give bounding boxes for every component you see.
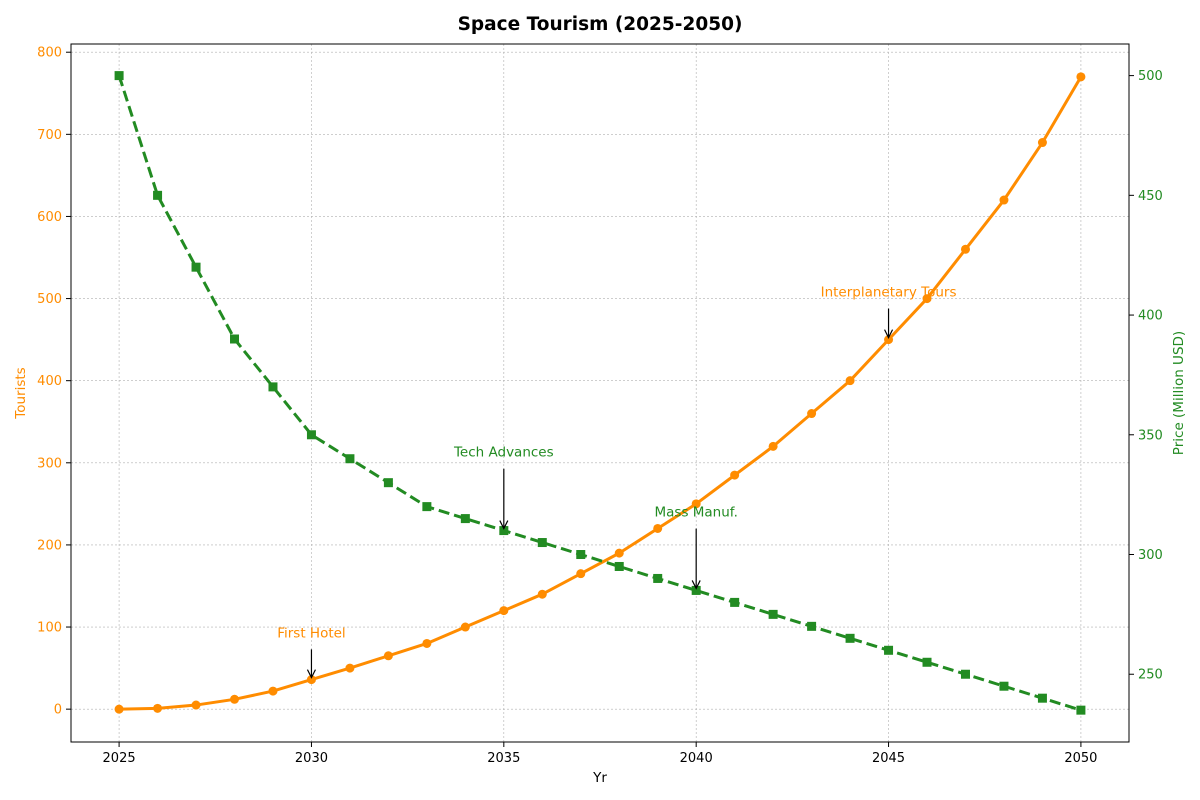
tourists-data-point (1076, 72, 1086, 82)
price-data-point (268, 382, 278, 392)
x-tick-label: 2040 (680, 751, 713, 766)
tourists-data-point (422, 638, 432, 648)
left-y-tick-label: 300 (37, 456, 62, 471)
price-data-point (960, 669, 970, 679)
right-y-tick-label: 400 (1138, 309, 1163, 324)
tourists-data-point (807, 409, 817, 419)
tourists-data-point (691, 499, 701, 509)
price-data-point (537, 538, 547, 548)
x-tick-label: 2045 (872, 751, 905, 766)
right-y-tick-label: 450 (1138, 189, 1163, 204)
right-y-axis-label: Price (Million USD) (1171, 331, 1187, 455)
price-data-point (460, 514, 470, 524)
tourists-data-point (114, 704, 124, 714)
price-data-point (345, 454, 355, 464)
price-data-point (1037, 693, 1047, 703)
price-data-point (807, 621, 817, 631)
annotation-arrowhead (691, 580, 701, 590)
left-y-tick-label: 600 (37, 210, 62, 225)
x-axis-label: Yr (592, 770, 607, 786)
price-data-point (383, 478, 393, 488)
price-data-point (422, 502, 432, 512)
tourists-data-point (230, 694, 240, 704)
tourists-data-point (537, 589, 547, 599)
right-y-tick-label: 350 (1138, 428, 1163, 443)
tourists-data-point (153, 703, 163, 713)
tourists-data-point (383, 651, 393, 661)
tourists-data-point (845, 376, 855, 386)
tourists-data-point (191, 700, 201, 710)
left-y-axis-label: Tourists (13, 367, 29, 419)
left-y-tick-label: 500 (37, 292, 62, 307)
price-data-point (730, 597, 740, 607)
tourists-data-point (999, 195, 1009, 205)
price-data-point (922, 657, 932, 667)
tourists-data-point (499, 606, 509, 616)
annotation-arrowhead (499, 520, 509, 530)
tourists-data-point (730, 470, 740, 480)
left-y-tick-label: 0 (54, 703, 62, 718)
price-data-point (691, 585, 701, 595)
tourists-data-point (768, 441, 778, 451)
price-data-point (1076, 705, 1086, 715)
price-data-point (884, 645, 894, 655)
plot-frame (70, 43, 1130, 743)
price-data-point (306, 430, 316, 440)
annotation-label: First Hotel (277, 625, 345, 641)
annotation-arrowhead (884, 329, 894, 339)
left-y-tick-label: 200 (37, 538, 62, 553)
tourists-data-point (268, 686, 278, 696)
left-y-tick-label: 400 (37, 374, 62, 389)
price-data-point (114, 71, 124, 81)
annotation-label: Interplanetary Tours (821, 285, 957, 301)
price-data-point (999, 681, 1009, 691)
tourists-data-point (884, 335, 894, 345)
annotation-arrowhead (306, 669, 316, 679)
tourists-data-point (614, 548, 624, 558)
price-data-point (845, 633, 855, 643)
x-tick-label: 2035 (487, 751, 520, 766)
tourists-data-point (306, 675, 316, 685)
tourists-data-point (960, 244, 970, 254)
tourists-data-point (653, 523, 663, 533)
right-y-tick-label: 300 (1138, 548, 1163, 563)
chart-title: Space Tourism (2025-2050) (458, 14, 743, 35)
price-series-line (117, 75, 1082, 712)
right-y-tick-label: 500 (1138, 69, 1163, 84)
x-tick-label: 2025 (103, 751, 136, 766)
price-data-point (191, 262, 201, 272)
tourists-series-line (117, 75, 1083, 711)
price-data-point (499, 526, 509, 536)
tourists-data-point (460, 622, 470, 632)
annotation-label: Tech Advances (453, 445, 554, 461)
x-tick-label: 2050 (1064, 751, 1097, 766)
tourists-data-point (576, 569, 586, 579)
price-data-point (768, 609, 778, 619)
x-tick-label: 2030 (295, 751, 328, 766)
right-y-tick-label: 250 (1138, 668, 1163, 683)
price-data-point (576, 550, 586, 560)
left-y-tick-label: 100 (37, 621, 62, 636)
left-y-tick-label: 700 (37, 128, 62, 143)
tourists-data-point (1037, 138, 1047, 148)
price-data-point (230, 334, 240, 344)
tourists-data-point (922, 294, 932, 304)
price-data-point (153, 190, 163, 200)
price-data-point (653, 573, 663, 583)
left-y-tick-label: 800 (37, 46, 62, 61)
annotation-label: Mass Manuf. (654, 505, 737, 521)
price-data-point (614, 561, 624, 571)
tourists-data-point (345, 663, 355, 673)
